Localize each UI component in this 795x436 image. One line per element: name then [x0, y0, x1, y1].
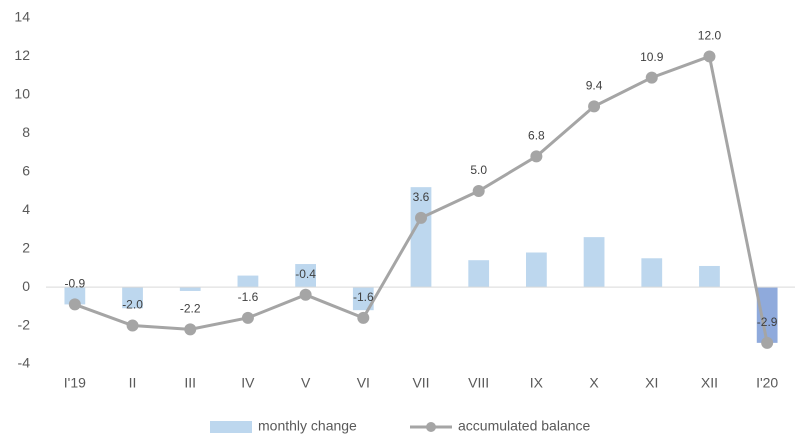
y-tick-label: 6: [22, 162, 30, 178]
data-label: 9.4: [586, 79, 603, 93]
x-tick-label: VI: [357, 375, 370, 391]
x-tick-label: VII: [412, 375, 429, 391]
bar: [699, 265, 720, 288]
bar: [583, 237, 605, 288]
data-label: -2.9: [757, 315, 778, 329]
data-label: -0.4: [295, 267, 316, 281]
x-tick-label: I'19: [64, 375, 86, 391]
data-label: 5.0: [470, 163, 487, 177]
marker: [703, 50, 716, 63]
bar: [410, 187, 432, 288]
marker: [184, 323, 197, 336]
marker: [588, 100, 601, 113]
y-tick-label: 8: [22, 124, 30, 140]
bar: [526, 252, 547, 288]
data-label: -1.6: [353, 290, 374, 304]
marker: [241, 311, 254, 324]
x-tick-label: V: [301, 375, 311, 391]
x-tick-label: VIII: [468, 375, 489, 391]
data-label: 12.0: [698, 29, 722, 43]
bar: [122, 287, 143, 309]
x-tick-label: III: [184, 375, 196, 391]
data-label: 6.8: [528, 129, 545, 143]
data-label: 10.9: [640, 50, 664, 64]
marker: [415, 211, 427, 224]
y-tick-label: 0: [22, 278, 30, 294]
y-tick-label: 14: [14, 9, 30, 25]
marker: [530, 150, 543, 163]
bar: [295, 264, 316, 288]
x-tick-label: XI: [645, 375, 658, 391]
x-tick-label: XII: [701, 375, 718, 391]
marker: [357, 311, 370, 324]
marker: [68, 298, 81, 311]
x-tick-label: IX: [530, 375, 544, 391]
data-label: -1.6: [238, 290, 259, 304]
x-tick-label: X: [589, 375, 599, 391]
y-tick-label: -4: [18, 355, 31, 371]
y-tick-label: 2: [22, 239, 30, 255]
bar: [179, 287, 201, 291]
data-label: 3.6: [413, 190, 430, 204]
y-tick-label: 12: [14, 47, 30, 63]
x-tick-label: IV: [241, 375, 255, 391]
x-tick-label: II: [129, 375, 137, 391]
legend-label: monthly change: [258, 418, 357, 434]
bar: [237, 275, 259, 288]
x-tick-label: I'20: [756, 375, 778, 391]
y-tick-label: -2: [18, 316, 31, 332]
legend-label: accumulated balance: [458, 418, 591, 434]
data-label: -0.9: [65, 277, 86, 291]
legend-marker: [426, 422, 436, 432]
marker: [472, 185, 485, 197]
marker: [645, 71, 658, 84]
data-label: -2.2: [180, 302, 201, 316]
marker: [126, 319, 139, 332]
marker: [299, 288, 312, 301]
y-tick-label: 4: [22, 201, 30, 217]
marker: [761, 336, 774, 349]
bar: [756, 287, 778, 343]
bar: [641, 258, 663, 288]
bar: [468, 260, 490, 288]
legend-swatch: [210, 421, 252, 433]
data-label: -2.0: [122, 298, 143, 312]
bar: [352, 287, 374, 311]
y-tick-label: 10: [14, 86, 30, 102]
bar: [64, 287, 86, 305]
